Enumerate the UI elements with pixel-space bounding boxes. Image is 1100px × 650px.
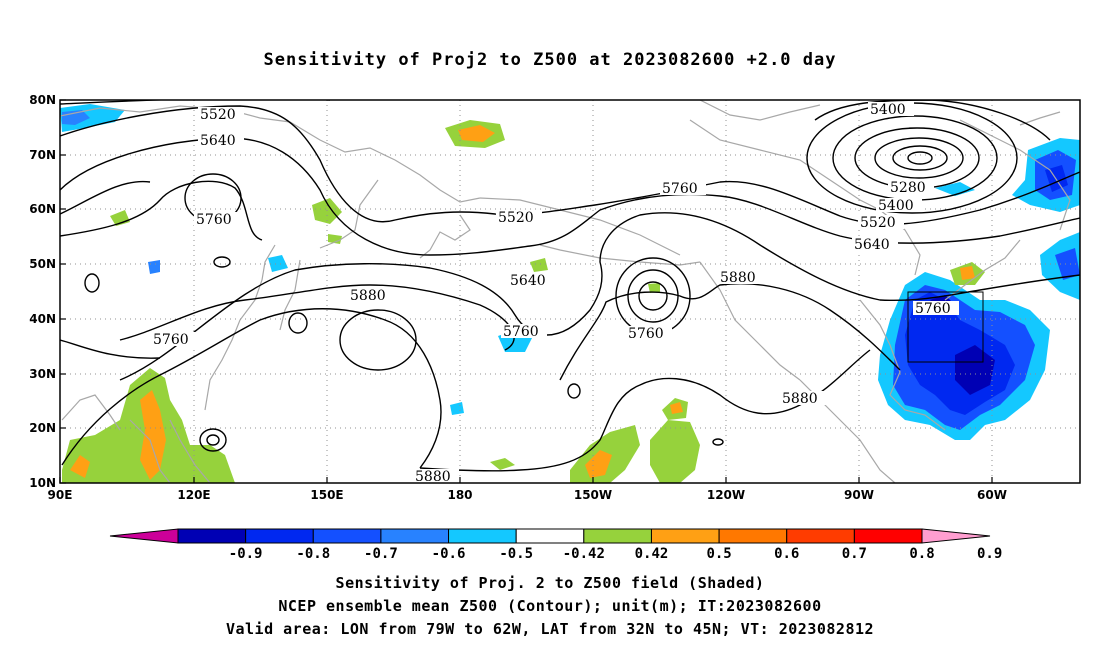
y-axis-labels: 80N 70N 60N 50N 40N 30N 20N 10N [29,93,56,490]
y-tick-label: 80N [29,93,56,107]
map-title: Sensitivity of Proj2 to Z500 at 20230826… [263,50,837,70]
colorbar-label: 0.5 [706,546,731,562]
caption-line-1: Sensitivity of Proj. 2 to Z500 field (Sh… [335,574,765,592]
y-tick-label: 20N [29,421,56,435]
colorbar-swatch [650,528,720,544]
contour-label: 5880 [350,288,386,304]
contour-label: 5880 [782,391,818,407]
colorbar-label: 0.7 [842,546,867,562]
caption-line-3: Valid area: LON from 79W to 62W, LAT fro… [225,620,875,638]
colorbar-swatch [380,528,450,544]
colorbar-swatch [312,528,382,544]
contour-label: 5400 [870,102,906,118]
contour-labels: 5520 5640 5760 5400 5280 5400 5520 5640 … [151,102,959,485]
y-tick-label: 40N [29,312,56,326]
y-tick-label: 30N [29,367,56,381]
tick-marks [59,99,993,484]
colorbar-label: -0.5 [499,546,533,562]
colorbar-label: -0.9 [229,546,263,562]
valid-area-box [907,291,984,363]
contour-label: 5520 [860,215,896,231]
x-tick-label: 90W [844,488,874,502]
colorbar-label: -0.7 [364,546,398,562]
caption-line-2: NCEP ensemble mean Z500 (Contour); unit(… [278,597,822,615]
shaded-sensitivity [60,104,1080,483]
negative-region-small [60,104,532,415]
contour-label: 5760 [662,181,698,197]
x-tick-label: 120E [177,488,210,502]
y-tick-label: 50N [29,257,56,271]
colorbar-swatch [448,528,517,544]
contour-label: 5640 [854,237,890,253]
y-tick-label: 60N [29,202,56,216]
colorbar-swatch [177,528,247,544]
contour-label: 5640 [200,133,236,149]
x-axis-labels: 90E 120E 150E 180 150W 120W 90W 60W [48,488,1007,502]
contour-label: 5760 [153,332,189,348]
x-tick-label: 150W [574,488,612,502]
colorbar-swatch [515,528,585,544]
contour-label: 5760 [628,326,664,342]
x-tick-label: 90E [48,488,73,502]
colorbar-swatch [245,528,314,544]
colorbar-swatch [583,528,652,544]
x-tick-label: 180 [447,488,472,502]
colorbar-label: -0.6 [432,546,466,562]
positive-region [62,120,700,483]
y-tick-label: 10N [29,476,56,490]
colorbar: -0.9 -0.8 -0.7 -0.6 -0.5 -0.42 0.42 0.5 0.6 0.7 0.… [109,528,1002,562]
contour-label: 5520 [200,107,236,123]
colorbar-label: 0.9 [977,546,1002,562]
colorbar-arrow-low [109,528,179,544]
x-tick-label: 60W [977,488,1007,502]
colorbar-swatch [853,528,923,544]
x-tick-label: 150E [310,488,343,502]
contour-label: 5760 [915,301,951,317]
y-tick-label: 70N [29,148,56,162]
colorbar-label: 0.6 [774,546,799,562]
contour-label: 5760 [503,324,539,340]
contour-label: 5880 [720,270,756,286]
contour-label: 5280 [890,180,926,196]
colorbar-arrow-high [921,528,991,544]
colorbar-label: 0.8 [909,546,934,562]
x-tick-label: 120W [707,488,745,502]
colorbar-label: 0.42 [635,546,669,562]
contour-label: 5520 [498,210,534,226]
contour-label: 5640 [510,273,546,289]
negative-region-east-coast [878,262,1050,440]
contour-label: 5400 [878,198,914,214]
colorbar-label: -0.42 [563,546,605,562]
contour-label: 5760 [196,212,232,228]
plot-frame [59,99,1081,484]
colorbar-label: -0.8 [296,546,330,562]
colorbar-swatch [718,528,788,544]
contour-label: 5880 [415,469,451,485]
colorbar-swatch [786,528,855,544]
